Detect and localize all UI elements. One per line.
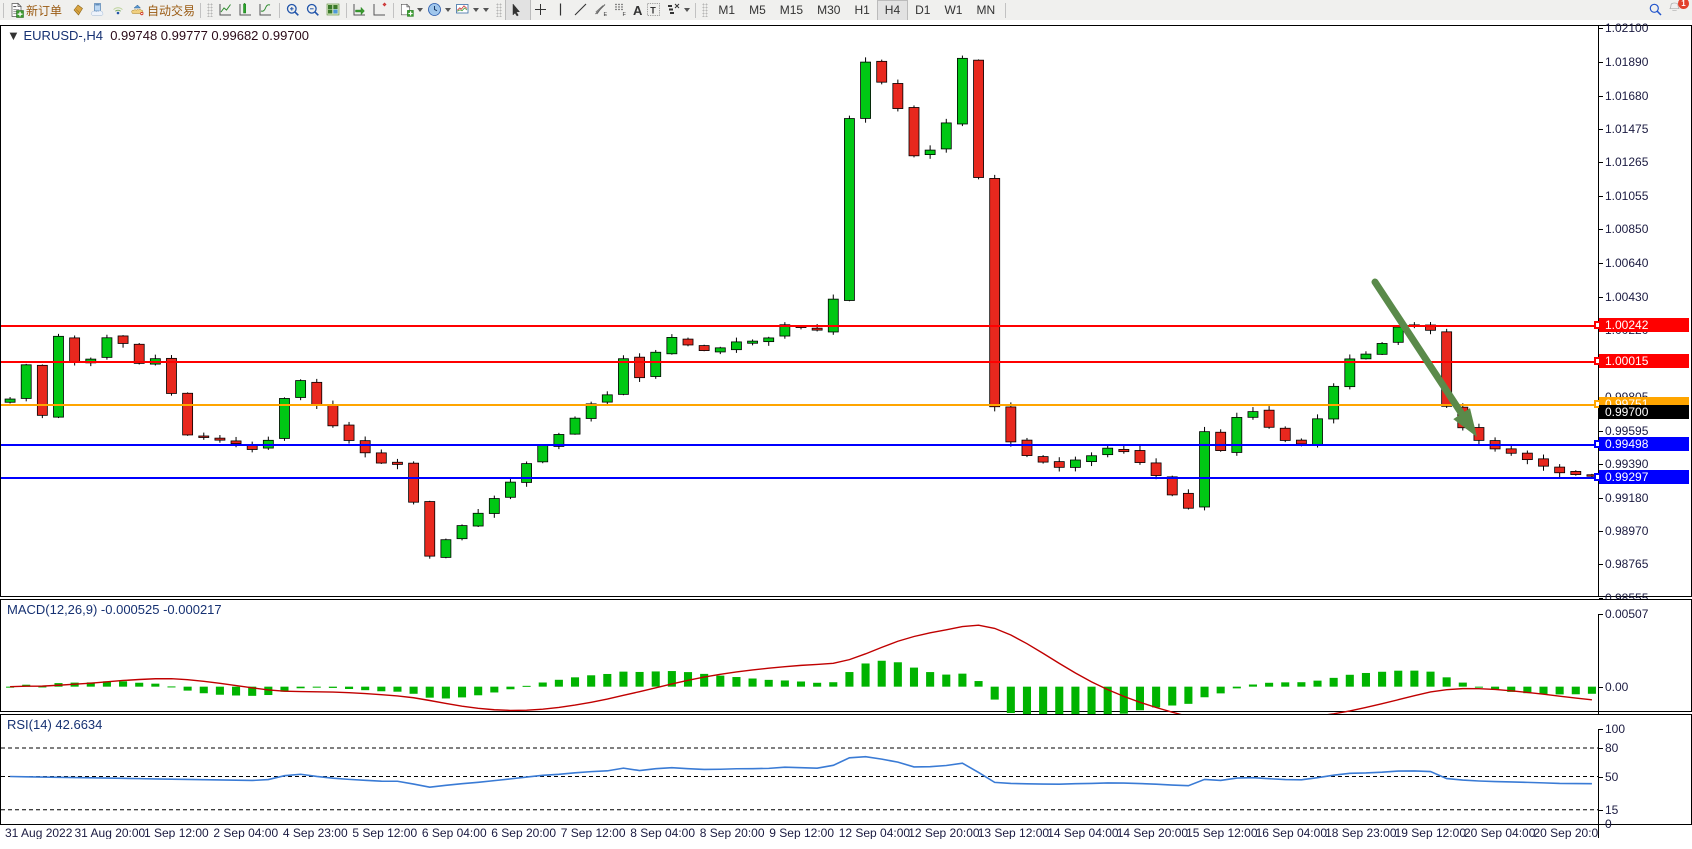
svg-text:E: E	[604, 12, 608, 18]
svg-text:F: F	[623, 12, 627, 18]
svg-text:T: T	[651, 5, 657, 15]
